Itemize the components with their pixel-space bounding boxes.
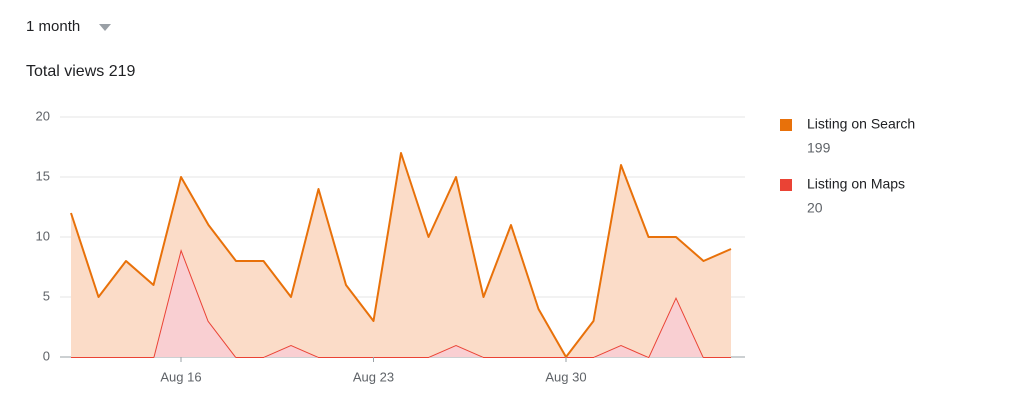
x-tick-label: Aug 30 [545,369,586,384]
chart-title: Total views 219 [26,63,135,80]
area [71,153,731,357]
line [70,152,732,358]
y-tick-label: 20 [36,108,50,123]
period-selector[interactable]: 1 month [26,18,80,35]
legend-total: 20 [807,200,823,216]
dropdown-arrow[interactable] [99,24,111,31]
legend-swatch [780,119,792,131]
y-tick-label: 5 [43,288,50,303]
x-tick-label: Aug 16 [160,369,201,384]
legend-total: 199 [807,140,831,156]
y-tick-label: 0 [43,348,50,363]
y-tick-label: 15 [36,168,50,183]
legend-label: Listing on Search [807,116,915,132]
y-tick-label: 10 [36,228,50,243]
x-tick-label: Aug 23 [353,369,394,384]
legend-label: Listing on Maps [807,176,905,192]
legend-swatch [780,179,792,191]
area [71,249,731,357]
